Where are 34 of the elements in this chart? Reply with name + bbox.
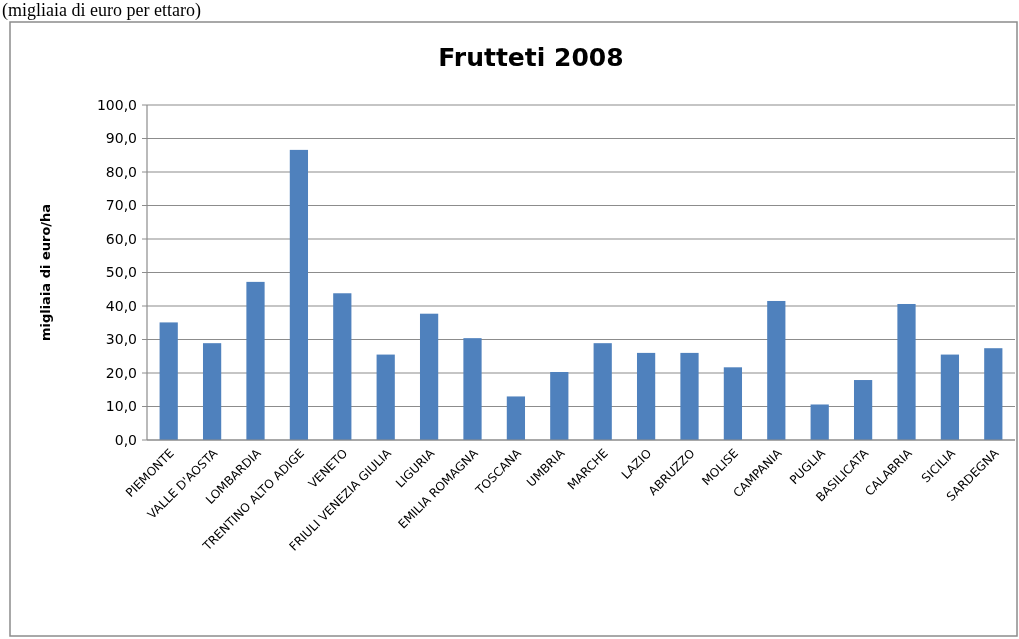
bar	[202, 343, 222, 440]
bar	[463, 338, 482, 440]
bar	[680, 352, 699, 440]
y-tick-label: 80,0	[105, 163, 137, 180]
bar	[289, 149, 309, 440]
bar	[636, 352, 656, 440]
bar	[550, 372, 569, 440]
bar	[897, 303, 916, 440]
bar	[940, 354, 960, 440]
bar	[984, 348, 1003, 440]
y-tick-label: 30,0	[105, 331, 137, 348]
y-tick-label: 0,0	[114, 431, 137, 448]
bar	[333, 293, 352, 440]
chart-title: Frutteti 2008	[438, 43, 624, 72]
y-axis-title: migliaia di euro/ha	[38, 203, 53, 342]
y-tick-label: 50,0	[105, 264, 137, 281]
bar	[767, 300, 786, 440]
y-tick-label: 10,0	[105, 398, 137, 415]
bar	[159, 322, 178, 440]
bar	[853, 380, 873, 440]
bar	[723, 367, 743, 440]
y-tick-label: 20,0	[105, 364, 137, 381]
y-tick-label: 40,0	[105, 297, 137, 314]
text: (migliaia di euro per ettaro)	[2, 0, 201, 21]
y-tick-label: 100,0	[96, 96, 137, 113]
bar	[419, 313, 439, 440]
y-tick-label: 60,0	[105, 230, 137, 247]
bar	[506, 396, 526, 440]
y-tick-label: 90,0	[105, 130, 137, 147]
bar	[246, 281, 265, 440]
bar	[593, 343, 612, 440]
bar	[376, 354, 395, 440]
y-tick-label: 70,0	[105, 197, 137, 214]
bar	[810, 404, 829, 440]
